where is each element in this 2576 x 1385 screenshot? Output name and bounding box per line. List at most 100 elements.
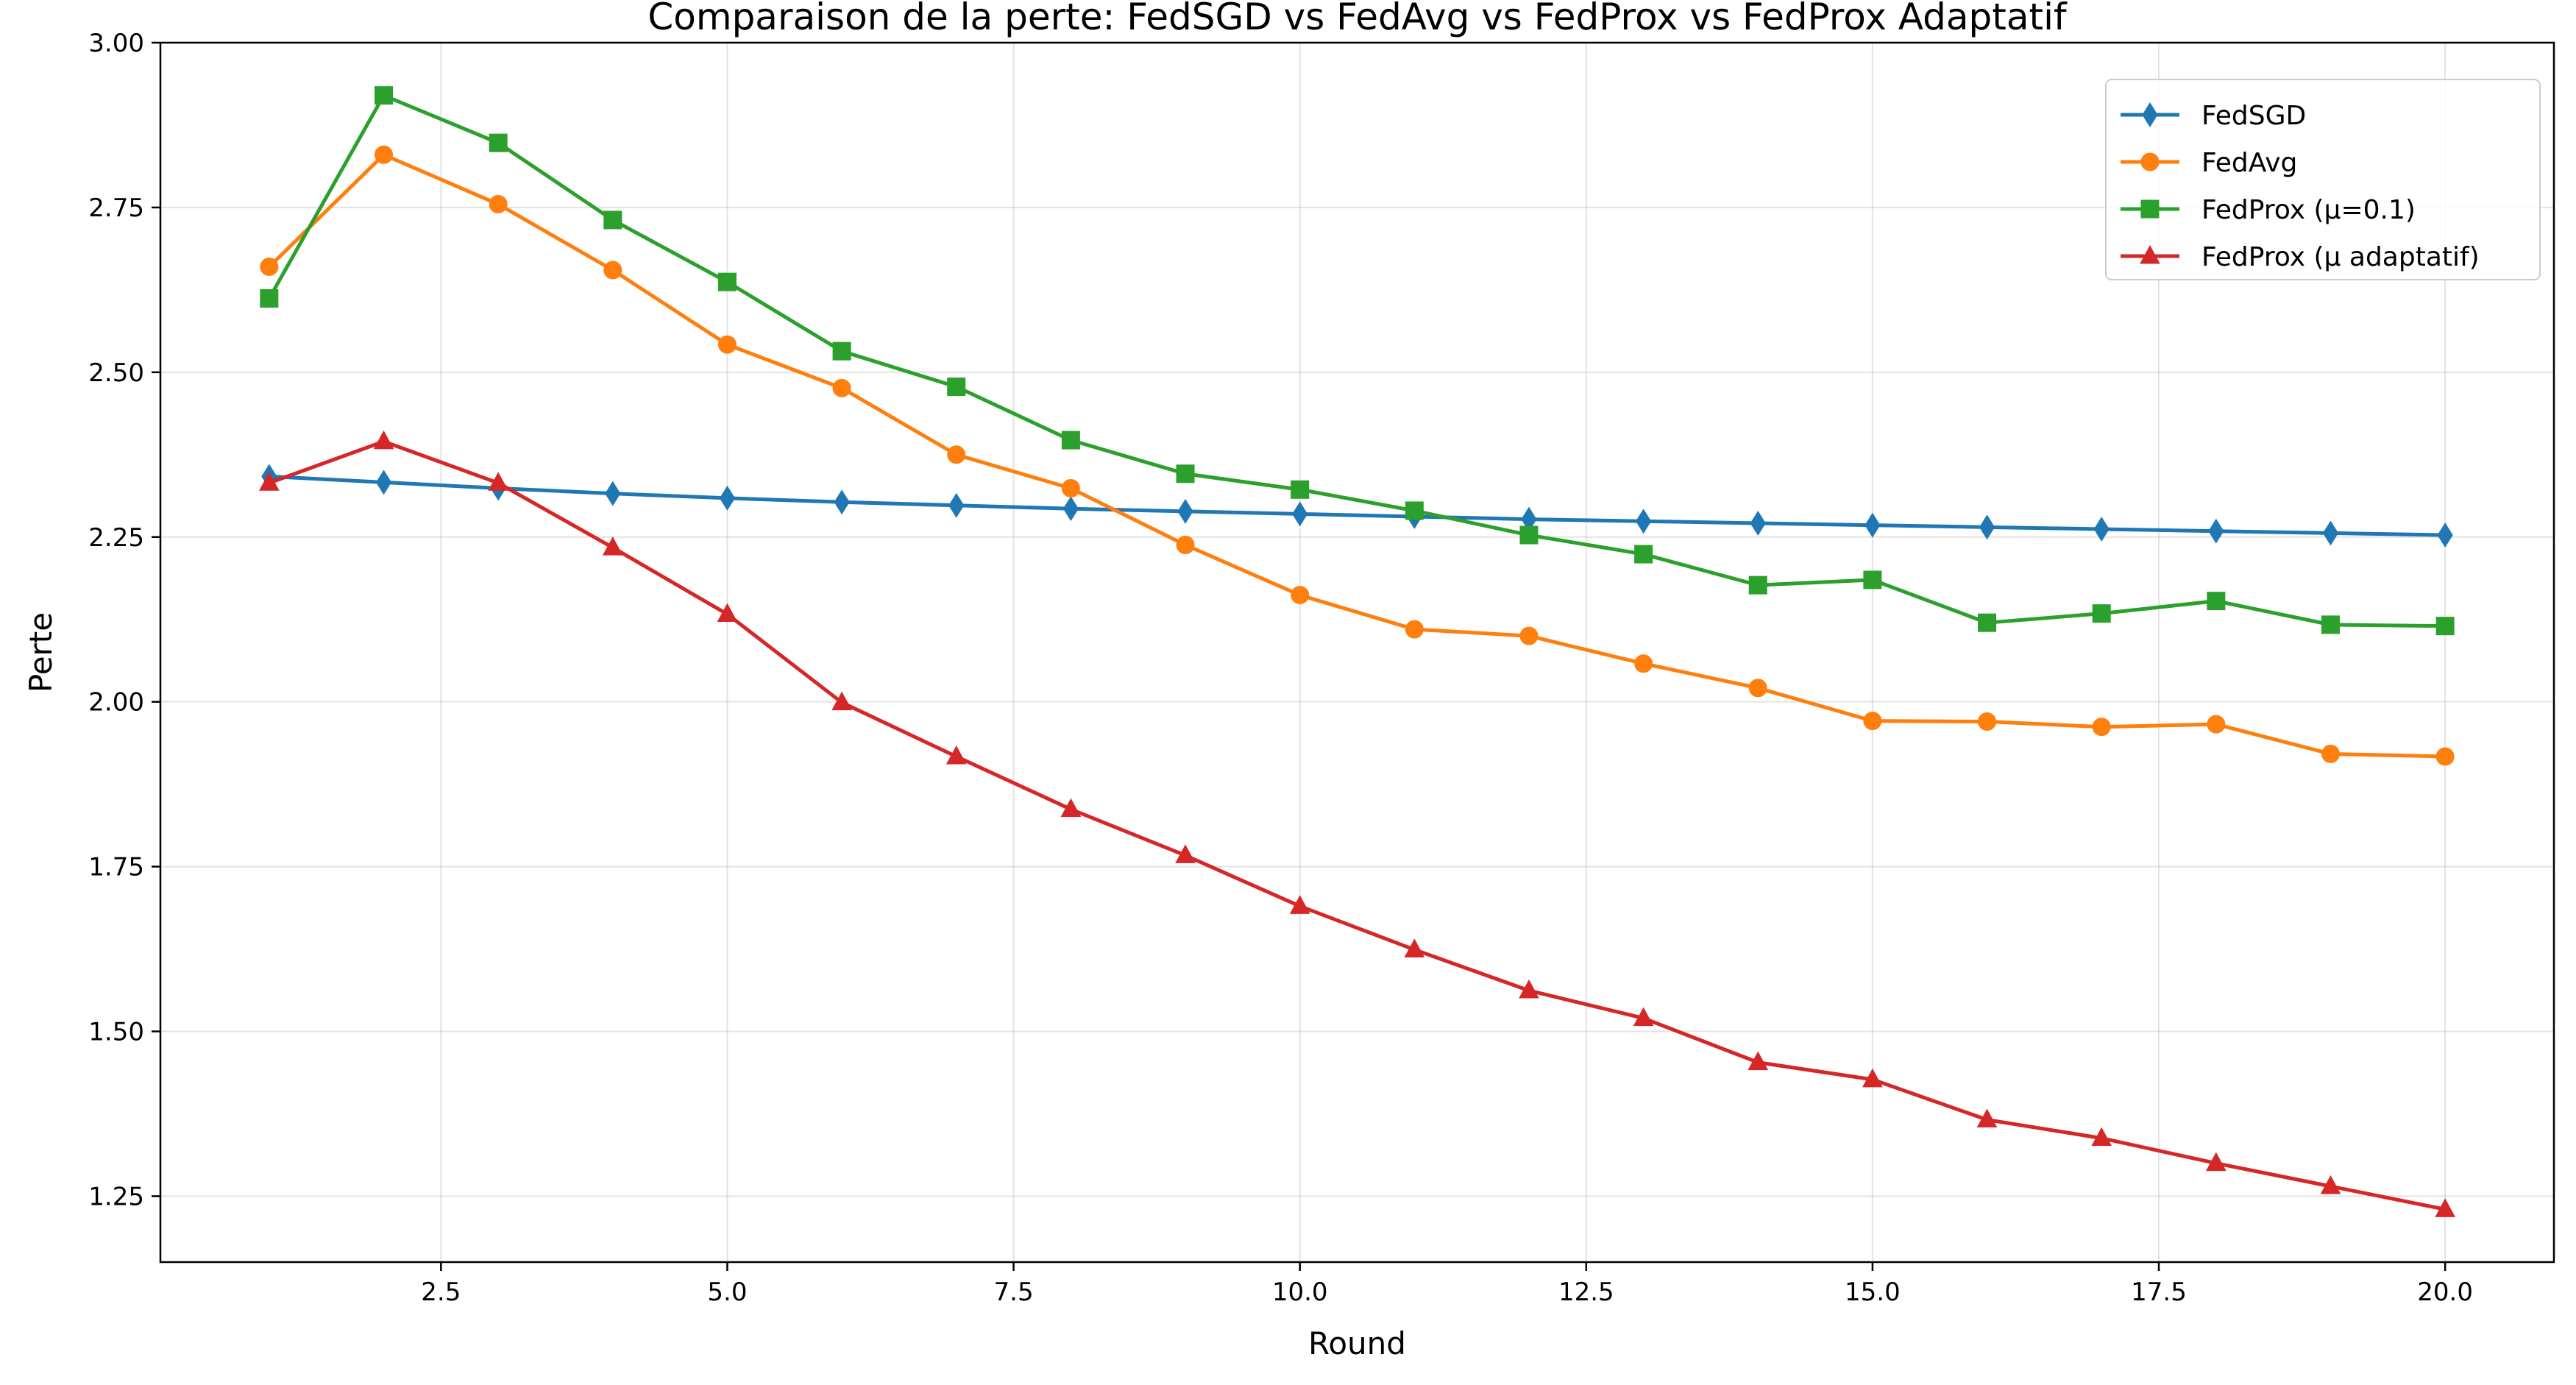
series-1-point — [948, 492, 965, 518]
x-tick-label: 10.0 — [1272, 1278, 1328, 1307]
series-3-point — [2092, 604, 2111, 623]
series-1-point — [1864, 512, 1881, 538]
x-tick-label: 17.5 — [2131, 1278, 2187, 1307]
legend-box — [2105, 79, 2541, 280]
series-4-point — [2320, 1175, 2341, 1194]
series-3-point — [1863, 570, 1882, 589]
legend: FedSGD FedAvg FedProx (μ=0.1) FedProx (μ ad… — [2105, 79, 2541, 280]
series-3-point — [1405, 501, 1424, 520]
series-2-point — [2092, 718, 2111, 737]
series-1-point — [1177, 498, 1193, 524]
series-3-point — [375, 86, 394, 105]
series-2-point — [1519, 626, 1539, 645]
series-3-point — [1176, 464, 1195, 483]
legend-marker — [2140, 199, 2160, 219]
legend-marker — [2140, 244, 2160, 264]
series-2-point — [1061, 478, 1080, 497]
series-1-line — [269, 474, 2446, 537]
series-2 — [260, 145, 2455, 766]
series-2-point — [1978, 712, 1997, 732]
series-4-point — [602, 536, 623, 556]
legend-marker — [2142, 102, 2158, 127]
series-1-point — [375, 470, 392, 495]
series-layer — [259, 86, 2455, 1217]
series-3-point — [260, 289, 279, 308]
legend-marker — [2140, 152, 2160, 171]
series-2-point — [489, 194, 508, 213]
series-4-point — [945, 745, 967, 765]
x-tick-label: 20.0 — [2417, 1278, 2473, 1307]
series-2-point — [2207, 715, 2226, 734]
series-4-point — [1289, 895, 1310, 914]
legend-item: FedProx (μ adaptatif) — [2121, 242, 2480, 272]
series-3-point — [1748, 575, 1767, 595]
series-3-point — [1061, 431, 1080, 450]
legend-item: FedSGD — [2121, 101, 2306, 131]
series-2-point — [1634, 654, 1653, 673]
series-3-point — [717, 272, 737, 291]
series-1-point — [605, 481, 621, 506]
y-tick-label: 3.00 — [88, 29, 144, 58]
series-3-line — [267, 93, 2446, 628]
series-4-point — [1976, 1108, 1998, 1128]
series-2-point — [1291, 586, 1310, 605]
series-3 — [260, 86, 2455, 636]
series-1-point — [1636, 509, 1652, 534]
series-1-point — [1062, 496, 1079, 522]
series-4-point — [1633, 1007, 1654, 1027]
series-1-point — [834, 489, 850, 515]
series-2-point — [717, 335, 737, 354]
y-tick-label: 2.75 — [88, 194, 144, 223]
y-axis-label: Perte — [23, 612, 59, 692]
legend-item: FedProx (μ=0.1) — [2121, 195, 2416, 225]
series-4-point — [259, 472, 280, 491]
series-3-point — [1634, 545, 1653, 564]
series-1-point — [2093, 517, 2110, 542]
series-4-point — [1862, 1068, 1883, 1088]
series-2-line — [268, 152, 2446, 759]
series-4-point — [2206, 1152, 2226, 1172]
y-tick-label: 1.75 — [88, 853, 144, 882]
y-tick-label: 2.25 — [88, 523, 144, 553]
x-axis-label: Round — [1308, 1325, 1406, 1361]
y-tick-label: 1.25 — [88, 1182, 144, 1211]
series-2-point — [2321, 744, 2340, 763]
series-3-point — [2321, 615, 2340, 634]
series-2-point — [832, 378, 851, 397]
series-3-point — [1978, 613, 1997, 632]
series-4-point — [1519, 979, 1539, 999]
series-2-point — [1863, 712, 1882, 731]
series-3-point — [489, 133, 508, 152]
series-3-point — [2435, 617, 2455, 636]
plot-frame — [159, 41, 2555, 1264]
series-3-point — [947, 378, 966, 397]
y-tick-label: 2.00 — [88, 688, 144, 718]
ticks: 2.5 5.0 7.5 10.0 12.5 15.0 17.5 20.0 1.25 1.50 1.7… — [88, 29, 2473, 1307]
series-2-point — [1748, 679, 1767, 698]
series-2-point — [2435, 747, 2455, 766]
x-tick-label: 12.5 — [1558, 1278, 1614, 1307]
series-2-point — [947, 445, 966, 464]
series-1-point — [1979, 514, 1995, 540]
series-4-point — [2435, 1198, 2455, 1217]
series-1-point — [1750, 511, 1766, 536]
legend-label: FedSGD — [2201, 101, 2306, 131]
series-4-point — [373, 430, 394, 450]
y-tick-label: 2.50 — [88, 358, 144, 388]
series-1-point — [2437, 523, 2453, 548]
x-tick-label: 2.5 — [421, 1278, 461, 1307]
x-tick-label: 7.5 — [994, 1278, 1034, 1307]
series-4-line — [269, 439, 2446, 1211]
series-4-point — [717, 603, 738, 623]
series-4-point — [831, 691, 852, 711]
x-tick-label: 5.0 — [707, 1278, 747, 1307]
legend-label: FedProx (μ adaptatif) — [2201, 242, 2480, 272]
series-3-point — [1519, 525, 1539, 545]
legend-item: FedAvg — [2121, 148, 2297, 178]
series-1-point — [2208, 518, 2224, 544]
x-tick-label: 15.0 — [1845, 1278, 1901, 1307]
legend-label: FedProx (μ=0.1) — [2201, 195, 2416, 225]
series-3-point — [603, 210, 622, 230]
series-4-point — [1748, 1051, 1769, 1071]
